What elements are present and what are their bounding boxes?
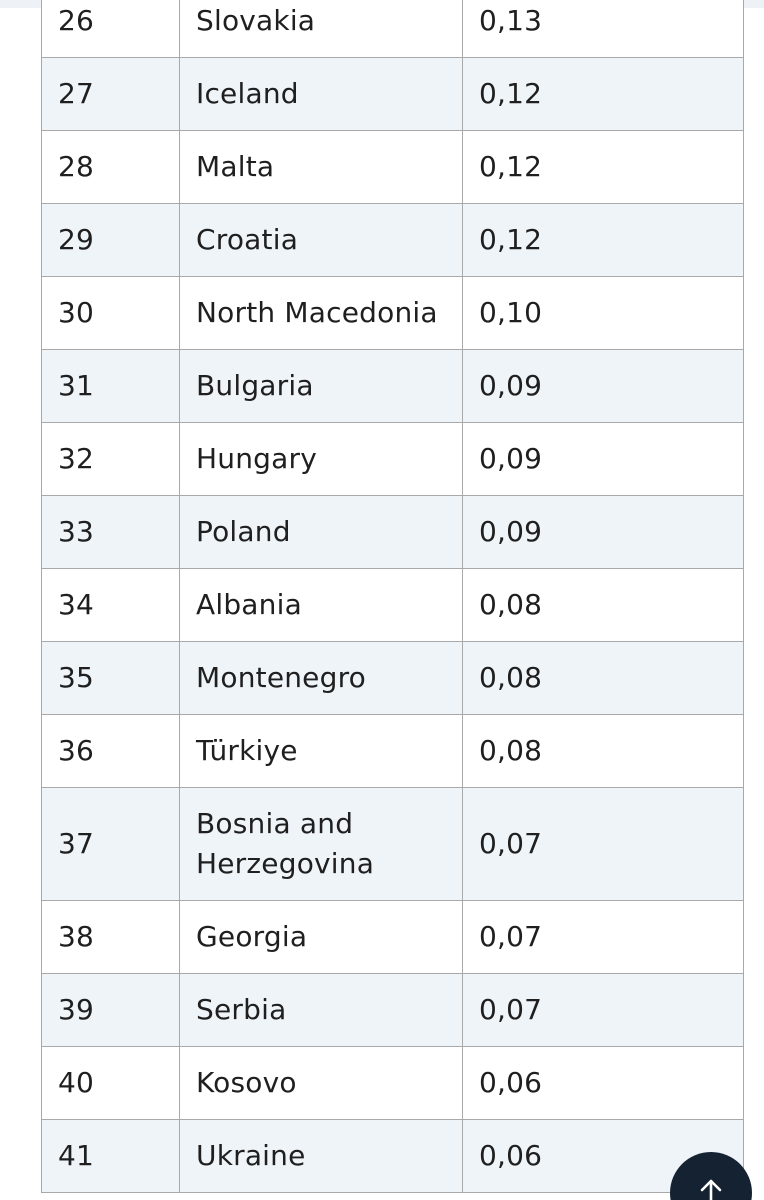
country-cell: Iceland bbox=[179, 57, 463, 131]
value-cell: 0,09 bbox=[462, 495, 744, 569]
table-row: 31 Bulgaria 0,09 bbox=[41, 349, 744, 423]
table-row: 30 North Macedonia 0,10 bbox=[41, 276, 744, 350]
rank-cell: 36 bbox=[41, 714, 180, 788]
value-cell: 0,08 bbox=[462, 641, 744, 715]
table-row: 39 Serbia 0,07 bbox=[41, 973, 744, 1047]
country-cell: Bosnia and Herzegovina bbox=[179, 787, 463, 901]
table-row: 29 Croatia 0,12 bbox=[41, 203, 744, 277]
country-cell: Georgia bbox=[179, 900, 463, 974]
rank-cell: 30 bbox=[41, 276, 180, 350]
value-cell: 0,09 bbox=[462, 349, 744, 423]
rank-cell: 34 bbox=[41, 568, 180, 642]
value-cell: 0,12 bbox=[462, 203, 744, 277]
rank-cell: 27 bbox=[41, 57, 180, 131]
table-row: 34 Albania 0,08 bbox=[41, 568, 744, 642]
country-cell: Croatia bbox=[179, 203, 463, 277]
table-row: 37 Bosnia and Herzegovina 0,07 bbox=[41, 787, 744, 901]
value-cell: 0,09 bbox=[462, 422, 744, 496]
country-cell: Kosovo bbox=[179, 1046, 463, 1120]
value-cell: 0,12 bbox=[462, 57, 744, 131]
value-cell: 0,10 bbox=[462, 276, 744, 350]
country-cell: Poland bbox=[179, 495, 463, 569]
table-row: 35 Montenegro 0,08 bbox=[41, 641, 744, 715]
value-cell: 0,12 bbox=[462, 130, 744, 204]
rank-cell: 41 bbox=[41, 1119, 180, 1193]
country-cell: Montenegro bbox=[179, 641, 463, 715]
table-row: 40 Kosovo 0,06 bbox=[41, 1046, 744, 1120]
table-row: 36 Türkiye 0,08 bbox=[41, 714, 744, 788]
country-cell: Bulgaria bbox=[179, 349, 463, 423]
rank-cell: 38 bbox=[41, 900, 180, 974]
value-cell: 0,06 bbox=[462, 1046, 744, 1120]
rank-cell: 40 bbox=[41, 1046, 180, 1120]
table-row: 28 Malta 0,12 bbox=[41, 130, 744, 204]
rank-cell: 32 bbox=[41, 422, 180, 496]
country-cell: Türkiye bbox=[179, 714, 463, 788]
value-cell: 0,07 bbox=[462, 787, 744, 901]
country-cell: Slovakia bbox=[179, 0, 463, 58]
rank-cell: 37 bbox=[41, 787, 180, 901]
value-cell: 0,07 bbox=[462, 900, 744, 974]
rank-cell: 33 bbox=[41, 495, 180, 569]
country-cell: Serbia bbox=[179, 973, 463, 1047]
value-cell: 0,07 bbox=[462, 973, 744, 1047]
table-row: 26 Slovakia 0,13 bbox=[41, 0, 744, 58]
country-cell: Malta bbox=[179, 130, 463, 204]
country-cell: Albania bbox=[179, 568, 463, 642]
rank-cell: 26 bbox=[41, 0, 180, 58]
table-row: 27 Iceland 0,12 bbox=[41, 57, 744, 131]
rank-cell: 29 bbox=[41, 203, 180, 277]
table-row: 41 Ukraine 0,06 bbox=[41, 1119, 744, 1193]
table-row: 33 Poland 0,09 bbox=[41, 495, 744, 569]
rank-cell: 35 bbox=[41, 641, 180, 715]
value-cell: 0,13 bbox=[462, 0, 744, 58]
country-cell: North Macedonia bbox=[179, 276, 463, 350]
country-cell: Hungary bbox=[179, 422, 463, 496]
rank-cell: 39 bbox=[41, 973, 180, 1047]
table-row: 38 Georgia 0,07 bbox=[41, 900, 744, 974]
rank-cell: 28 bbox=[41, 130, 180, 204]
ranking-table: 26 Slovakia 0,13 27 Iceland 0,12 28 Malt… bbox=[41, 0, 744, 1193]
value-cell: 0,08 bbox=[462, 714, 744, 788]
country-cell: Ukraine bbox=[179, 1119, 463, 1193]
arrow-up-icon bbox=[700, 1179, 722, 1200]
value-cell: 0,08 bbox=[462, 568, 744, 642]
table-row: 32 Hungary 0,09 bbox=[41, 422, 744, 496]
rank-cell: 31 bbox=[41, 349, 180, 423]
